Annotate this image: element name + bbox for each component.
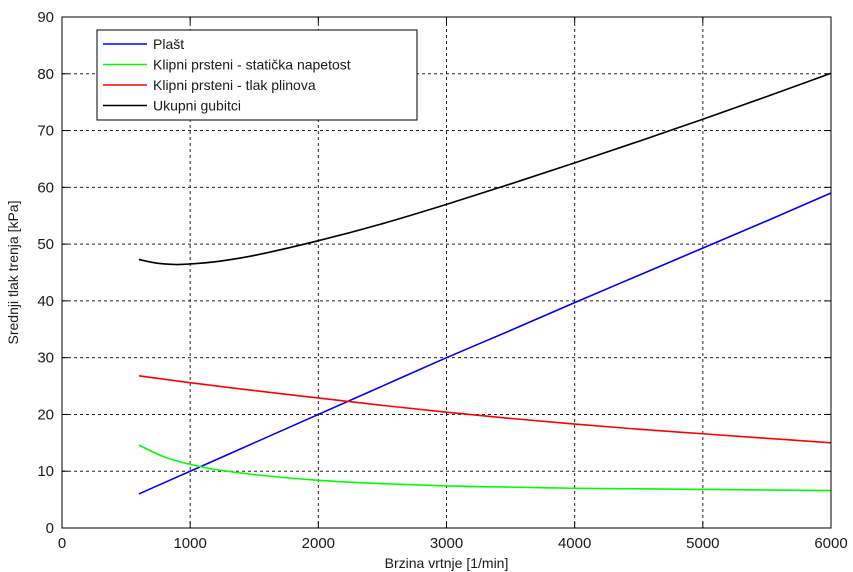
ticks-layer: 0 1000 2000 3000 4000 5000 6000 0 10 20 30 40 50 60 70… bbox=[37, 9, 847, 552]
x-tick-label: 1000 bbox=[173, 535, 206, 552]
legend-label-2: Klipni prsteni - tlak plinova bbox=[153, 77, 316, 93]
legend-label-1: Klipni prsteni - statička napetost bbox=[153, 57, 351, 73]
y-tick-label: 20 bbox=[37, 406, 54, 423]
x-tick-label: 2000 bbox=[302, 535, 335, 552]
y-tick-label: 50 bbox=[37, 236, 54, 253]
x-tick-label: 6000 bbox=[814, 535, 847, 552]
series-line-0 bbox=[138, 192, 832, 495]
y-tick-label: 60 bbox=[37, 179, 54, 196]
legend-label-0: Plašt bbox=[153, 36, 184, 52]
x-axis-label: Brzina vrtnje [1/min] bbox=[385, 555, 509, 571]
legend: Plašt Klipni prsteni - statička napetost K… bbox=[96, 29, 418, 121]
series-layer bbox=[138, 72, 832, 495]
y-tick-label: 80 bbox=[37, 66, 54, 83]
y-tick-label: 0 bbox=[46, 520, 54, 537]
y-tick-label: 10 bbox=[37, 463, 54, 480]
series-line-2 bbox=[138, 375, 832, 444]
y-tick-label: 40 bbox=[37, 293, 54, 310]
x-tick-label: 0 bbox=[58, 535, 66, 552]
y-tick-label: 90 bbox=[37, 9, 54, 26]
x-tick-label: 5000 bbox=[686, 535, 719, 552]
grid-layer bbox=[62, 17, 831, 528]
y-tick-label: 70 bbox=[37, 123, 54, 140]
y-tick-label: 30 bbox=[37, 350, 54, 367]
y-axis-label: Srednji tlak trenja [kPa] bbox=[5, 201, 21, 345]
series-line-3 bbox=[138, 72, 832, 266]
x-tick-label: 4000 bbox=[558, 535, 591, 552]
series-line-1 bbox=[138, 444, 832, 492]
x-tick-label: 3000 bbox=[430, 535, 463, 552]
legend-label-3: Ukupni gubitci bbox=[153, 98, 241, 114]
legend-box bbox=[96, 29, 418, 121]
